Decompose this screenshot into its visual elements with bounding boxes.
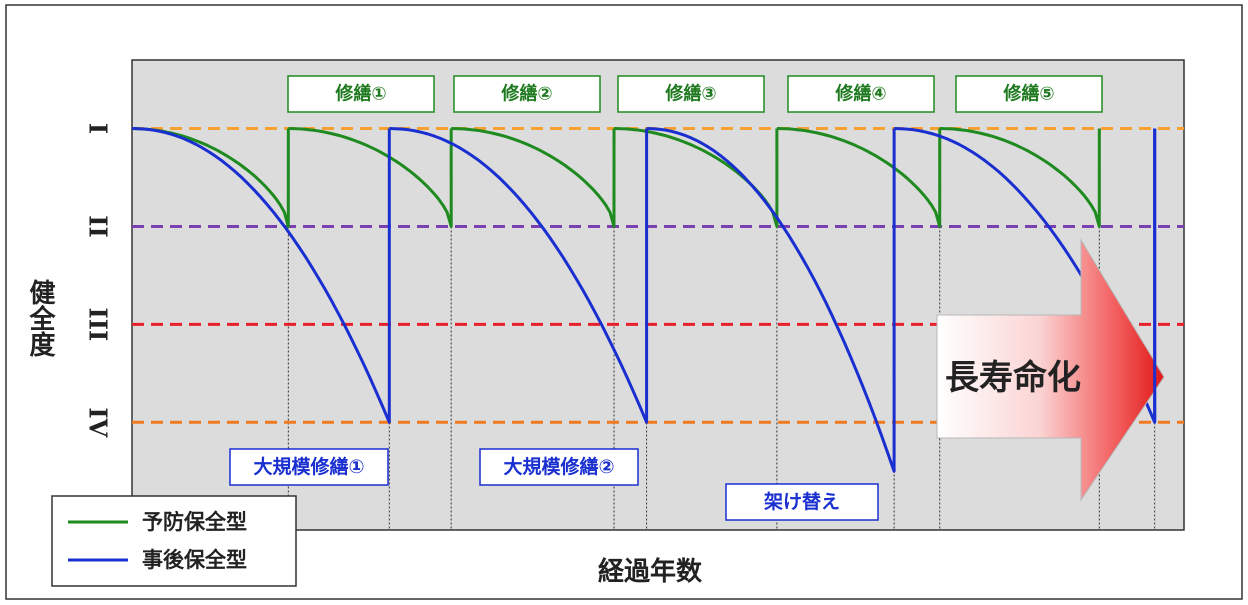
series-1-segment xyxy=(451,127,616,228)
repair-label: 修繕⑤ xyxy=(1002,83,1054,105)
series-2-segment xyxy=(646,127,896,473)
repair-box xyxy=(787,75,935,113)
y-axis-title: 健全度 xyxy=(25,279,56,358)
y-level-label: III xyxy=(84,308,113,342)
y-level-label: I xyxy=(84,123,113,134)
repair-label: 修繕③ xyxy=(664,83,716,105)
series-1-segment xyxy=(939,127,1101,228)
repair-label: 修繕④ xyxy=(834,83,886,105)
major-repair-label: 架け替え xyxy=(763,490,840,513)
series-2-segment xyxy=(389,127,649,424)
legend-label: 予防保全型 xyxy=(142,510,247,534)
y-level-label: II xyxy=(84,215,113,237)
annotation-boxes: 修繕① 修繕② 修繕③ 修繕④ 修繕⑤ 大規模修繕① 大規模修繕② 架け替え xyxy=(229,75,1103,521)
legend-box xyxy=(51,495,297,587)
arrow-label: 長寿命化 xyxy=(945,358,1081,398)
repair-box xyxy=(287,75,435,113)
major-repair-box xyxy=(229,448,389,486)
major-repair-box xyxy=(725,483,879,521)
major-repair-label: 大規模修繕② xyxy=(503,455,614,478)
x-axis-title: 経過年数 xyxy=(598,556,703,587)
series-2-segment xyxy=(131,127,391,424)
repair-box xyxy=(453,75,601,113)
arrow-shape xyxy=(936,238,1165,502)
major-repair-label: 大規模修繕① xyxy=(253,455,364,478)
lifespan-arrow: 長寿命化 xyxy=(936,128,1165,502)
y-level-label: IV xyxy=(84,407,113,437)
repair-box xyxy=(955,75,1103,113)
legend-label: 事後保全型 xyxy=(142,548,247,572)
repair-label: 修繕① xyxy=(334,83,386,105)
repair-box xyxy=(617,75,765,113)
series-1-segment xyxy=(288,127,453,228)
repair-label: 修繕② xyxy=(500,83,552,105)
major-repair-box xyxy=(479,448,639,486)
series-1-segment xyxy=(776,127,942,228)
